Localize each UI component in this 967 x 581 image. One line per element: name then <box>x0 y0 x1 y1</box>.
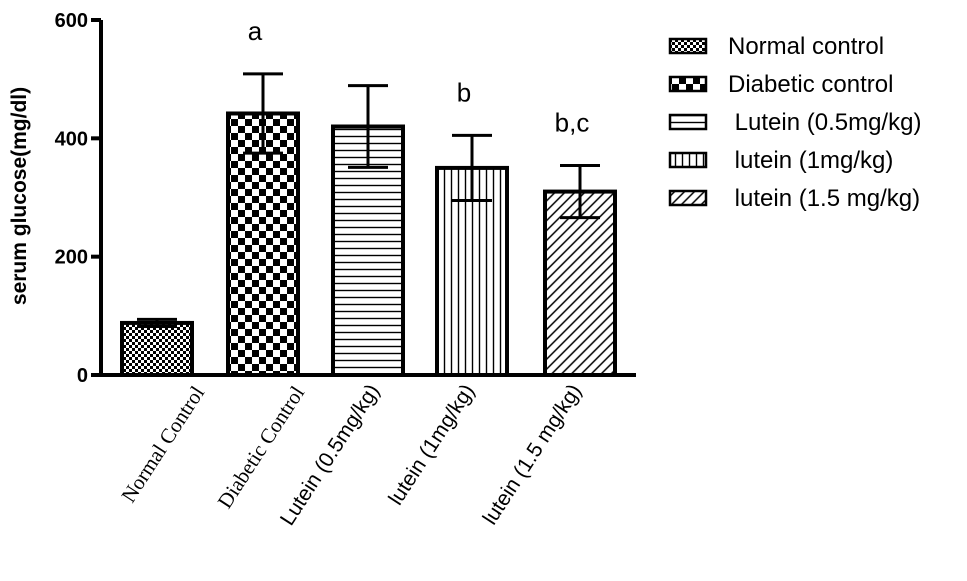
bar <box>435 165 509 377</box>
y-tick-label: 600 <box>55 10 88 32</box>
legend-label: Diabetic control <box>728 71 893 98</box>
y-ticks: 0 200 400 600 <box>55 10 101 387</box>
legend-label: lutein (1mg/kg) <box>728 147 893 174</box>
legend-swatch <box>668 37 708 55</box>
legend-swatch <box>668 189 708 207</box>
x-tick-label: lutein (1mg/kg) <box>384 380 479 509</box>
x-tick-label: Normal Control <box>116 382 209 507</box>
legend-swatch <box>668 113 708 131</box>
significance-label: a <box>248 16 263 46</box>
legend-label: lutein (1.5 mg/kg) <box>728 185 920 212</box>
legend-swatch <box>668 151 708 169</box>
legend-label: Normal control <box>728 33 884 60</box>
y-tick-label: 0 <box>77 365 88 387</box>
legend-swatch <box>668 75 708 93</box>
significance-label: b,c <box>555 108 590 138</box>
legend: Normal control Diabetic control Lutein (0… <box>668 33 921 212</box>
bar <box>120 320 194 377</box>
bars: a b b,c <box>120 16 617 377</box>
y-tick-label: 200 <box>55 247 88 269</box>
x-tick-label: lutein (1.5 mg/kg) <box>479 380 587 529</box>
y-tick-label: 400 <box>55 128 88 150</box>
significance-label: b <box>457 77 471 107</box>
y-axis-label: serum glucose(mg/dl) <box>8 87 31 305</box>
legend-label: Lutein (0.5mg/kg) <box>728 109 921 136</box>
